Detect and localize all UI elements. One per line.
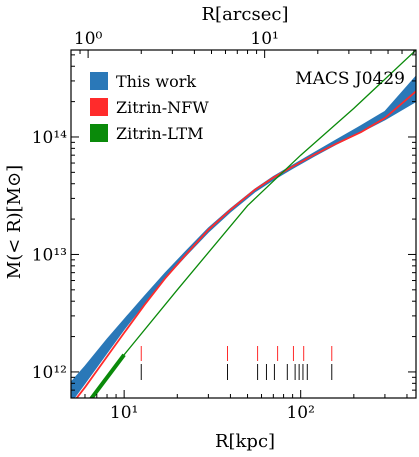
series-zitrin-nfw-line [75,90,416,398]
legend-label-zitrin-nfw: Zitrin-NFW [116,98,209,117]
x-axis-title: R[kpc] [215,431,275,452]
y-tick-label: 10¹² [32,363,67,383]
legend-swatch-this-work [90,72,108,90]
x-tick-label: 10² [286,403,314,423]
legend: This work Zitrin-NFW Zitrin-LTM [90,72,209,143]
y-tick-label: 10¹⁴ [32,128,67,148]
panel-label: MACS J0429 [295,69,405,89]
top-axis-title: R[arcsec] [202,4,289,25]
y-axis-title: M(< R)[M⊙] [4,165,25,279]
x-tick-label: 10¹ [110,403,138,423]
multiple-image-ticks [140,346,333,380]
plot-frame [70,49,417,399]
axis-ticks [70,50,416,399]
legend-swatch-zitrin-ltm [90,124,108,142]
profile-lines [75,50,416,398]
legend-label-this-work: This work [116,72,196,91]
tick-labels: 10¹ 10² 10⁰ 10¹ 10¹² 10¹³ 10¹⁴ [32,29,315,423]
legend-label-zitrin-ltm: Zitrin-LTM [116,124,204,143]
series-zitrin-ltm-inner-line [89,353,126,398]
top-tick-label: 10⁰ [74,29,103,49]
top-tick-label: 10¹ [250,29,278,49]
legend-swatch-zitrin-nfw [90,98,108,116]
y-tick-label: 10¹³ [32,245,67,265]
